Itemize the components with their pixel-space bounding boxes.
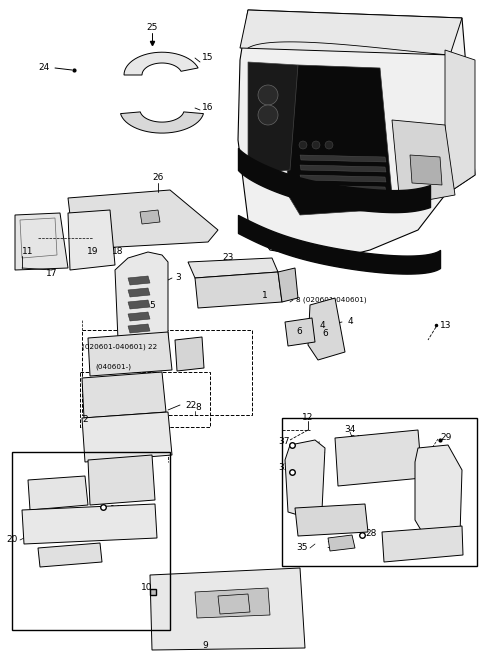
Polygon shape: [82, 372, 166, 418]
Text: 19: 19: [87, 247, 99, 256]
Polygon shape: [140, 210, 160, 224]
Polygon shape: [88, 455, 155, 505]
Text: 18: 18: [112, 247, 124, 256]
Text: 23: 23: [222, 253, 234, 262]
Text: 10: 10: [141, 583, 152, 592]
Text: 34: 34: [344, 426, 356, 434]
Text: 4: 4: [348, 318, 354, 327]
Polygon shape: [300, 155, 386, 162]
Polygon shape: [128, 312, 150, 321]
Text: 6: 6: [296, 327, 302, 337]
Bar: [80, 372, 210, 427]
Text: 26: 26: [152, 173, 164, 182]
Polygon shape: [295, 504, 368, 536]
Polygon shape: [415, 445, 462, 542]
Text: 29: 29: [440, 432, 451, 441]
Text: 9: 9: [202, 640, 208, 649]
Polygon shape: [188, 258, 278, 278]
Polygon shape: [285, 318, 315, 346]
Polygon shape: [445, 50, 475, 195]
Polygon shape: [308, 298, 345, 360]
Polygon shape: [195, 272, 282, 308]
Text: 7: 7: [44, 491, 50, 501]
Polygon shape: [68, 210, 115, 270]
Text: 34: 34: [349, 436, 360, 445]
Text: 30: 30: [438, 464, 449, 472]
Text: 1: 1: [262, 291, 268, 300]
Polygon shape: [68, 190, 218, 248]
Text: 14: 14: [110, 506, 121, 514]
Polygon shape: [88, 332, 172, 376]
Circle shape: [312, 141, 320, 149]
Circle shape: [258, 105, 278, 125]
Text: 13: 13: [440, 321, 452, 329]
Bar: [12, 452, 170, 630]
Text: (020601-040601) 22: (020601-040601) 22: [82, 344, 157, 350]
Polygon shape: [28, 476, 88, 510]
Text: 4: 4: [319, 321, 325, 329]
Polygon shape: [128, 300, 150, 309]
Text: 36: 36: [326, 541, 338, 550]
Polygon shape: [150, 568, 305, 650]
Text: 17: 17: [46, 270, 58, 279]
Text: 16: 16: [202, 104, 214, 112]
Bar: [282, 418, 477, 566]
Text: 5: 5: [149, 300, 155, 310]
Text: 32: 32: [309, 525, 321, 535]
Polygon shape: [15, 213, 68, 270]
Text: (040601-): (040601-): [95, 363, 131, 370]
Polygon shape: [285, 440, 325, 518]
Text: 33: 33: [278, 464, 290, 472]
Text: 20: 20: [7, 535, 18, 544]
Text: 24: 24: [39, 64, 50, 73]
Polygon shape: [195, 588, 270, 618]
Text: 28: 28: [365, 529, 376, 537]
Polygon shape: [410, 155, 442, 185]
Text: 11: 11: [22, 247, 34, 256]
Text: 12: 12: [302, 413, 314, 422]
Circle shape: [299, 141, 307, 149]
Circle shape: [325, 141, 333, 149]
Polygon shape: [128, 324, 150, 333]
Text: 8 (020601-040601): 8 (020601-040601): [296, 297, 367, 303]
Polygon shape: [240, 10, 462, 55]
Polygon shape: [392, 120, 455, 205]
Text: 35: 35: [297, 544, 308, 552]
Text: 25: 25: [146, 24, 158, 33]
Polygon shape: [120, 112, 204, 133]
Text: 22: 22: [185, 401, 196, 409]
Polygon shape: [128, 276, 150, 285]
Polygon shape: [278, 268, 298, 302]
Text: 31: 31: [402, 544, 414, 552]
Polygon shape: [38, 543, 102, 567]
Polygon shape: [335, 430, 422, 486]
Polygon shape: [124, 52, 198, 75]
Text: 37: 37: [278, 438, 290, 447]
Polygon shape: [285, 65, 392, 215]
Polygon shape: [238, 10, 475, 260]
Text: 15: 15: [202, 54, 214, 62]
Polygon shape: [328, 535, 355, 551]
Text: 21: 21: [102, 472, 114, 482]
Polygon shape: [382, 526, 463, 562]
Polygon shape: [175, 337, 204, 371]
Polygon shape: [300, 185, 386, 192]
Text: 3: 3: [175, 274, 181, 283]
Polygon shape: [22, 504, 157, 544]
Bar: [82, 330, 252, 415]
Text: 27: 27: [62, 554, 73, 562]
Polygon shape: [248, 62, 298, 175]
Circle shape: [258, 85, 278, 105]
Text: 2: 2: [82, 415, 88, 424]
Text: 6: 6: [322, 329, 328, 337]
Polygon shape: [82, 412, 172, 462]
Text: 8: 8: [195, 403, 201, 413]
Polygon shape: [300, 175, 386, 182]
Polygon shape: [115, 252, 168, 360]
Polygon shape: [128, 288, 150, 297]
Polygon shape: [300, 165, 386, 172]
